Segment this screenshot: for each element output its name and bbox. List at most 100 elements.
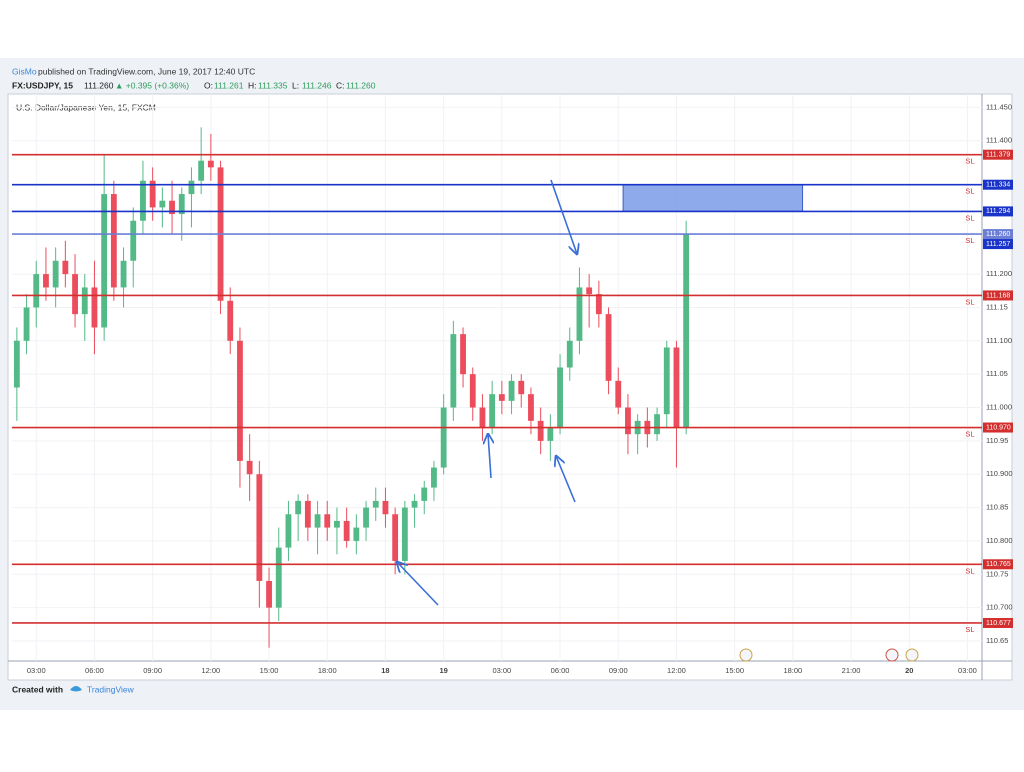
candle-body <box>246 460 253 475</box>
candle-body <box>110 194 117 288</box>
candle-body <box>586 287 593 295</box>
candle-body <box>566 340 573 368</box>
candle-body <box>372 500 379 508</box>
price-box <box>983 559 1013 570</box>
candle-body <box>52 260 59 288</box>
candle-body <box>518 380 525 395</box>
x-tick-label: 06:00 <box>85 666 104 675</box>
candle-body <box>440 407 447 468</box>
price-label: 111.168 <box>986 292 1010 299</box>
event-icons <box>739 648 919 662</box>
candle-body <box>101 194 108 328</box>
x-tick-label: 18:00 <box>318 666 337 675</box>
y-tick-label: 110.800 <box>986 536 1013 545</box>
brand: TradingView <box>87 684 135 694</box>
candle-body <box>392 514 399 561</box>
candle-body <box>479 407 486 428</box>
candle-body <box>188 180 195 195</box>
candle-body <box>576 287 583 341</box>
y-tick-label: 110.75 <box>986 569 1008 578</box>
candle-body <box>382 500 389 515</box>
candle-body <box>683 234 690 428</box>
y-tick-label: 110.900 <box>986 469 1013 478</box>
candle-body <box>654 414 660 435</box>
ohlc-label: L: <box>292 80 299 90</box>
candle-body <box>159 200 166 208</box>
candle-body <box>62 260 69 275</box>
x-tick-label: 15:00 <box>260 666 279 675</box>
candle-body <box>673 347 680 428</box>
candle-body <box>256 474 263 581</box>
x-tick-label: 18:00 <box>783 666 802 675</box>
arrow <box>397 562 439 606</box>
ohlc-label: O: <box>204 80 213 90</box>
level-tag: SL <box>965 625 974 634</box>
x-tick-label: 12:00 <box>667 666 686 675</box>
x-tick-label: 03:00 <box>27 666 46 675</box>
price-box <box>983 239 1013 250</box>
created-with: Created with <box>12 684 63 694</box>
ohlc-value: 111.260 <box>346 80 376 90</box>
candle-body <box>625 407 631 435</box>
candle-body <box>353 527 360 541</box>
candle-body <box>91 287 98 328</box>
candle-body <box>469 374 476 408</box>
price-box <box>983 422 1013 433</box>
price-label: 111.379 <box>986 152 1010 159</box>
x-tick-label: 06:00 <box>551 666 570 675</box>
ohlc-label: H: <box>248 80 257 90</box>
candle-body <box>295 500 302 515</box>
price-label: 110.970 <box>986 424 1011 431</box>
candle-body <box>178 194 185 215</box>
y-tick-label: 111.400 <box>986 136 1012 145</box>
price-label: 110.677 <box>986 620 1011 627</box>
x-tick-label: 12:00 <box>201 666 220 675</box>
arrow <box>550 179 577 254</box>
candle-body <box>120 260 127 288</box>
event-icon <box>885 648 899 662</box>
price-box <box>983 179 1013 190</box>
price-label: 110.765 <box>986 561 1011 568</box>
candle-body <box>663 347 670 415</box>
event-icon <box>739 648 753 662</box>
price-label: 111.294 <box>986 208 1010 215</box>
price-box <box>983 206 1013 217</box>
level-tag: SL <box>965 187 974 196</box>
ohlc-value: 111.261 <box>214 80 244 90</box>
symbol: FX:USDJPY, 15 <box>12 80 73 90</box>
ohlc-value: 111.335 <box>258 80 288 90</box>
x-tick-label: 20 <box>905 666 913 675</box>
candle-body <box>33 274 40 308</box>
candle-body <box>595 294 602 315</box>
published: published on TradingView.com, June 19, 2… <box>38 66 255 76</box>
candle-body <box>81 287 88 315</box>
x-tick-label: 21:00 <box>842 666 861 675</box>
price-box <box>983 617 1013 628</box>
level-tag: SL <box>965 430 974 439</box>
candle-body <box>324 514 331 528</box>
x-tick-label: 03:00 <box>958 666 977 675</box>
y-tick-label: 111.000 <box>986 403 1012 412</box>
candle-body <box>13 340 20 388</box>
candle-body <box>528 394 534 421</box>
y-tick-label: 111.450 <box>986 102 1012 111</box>
candle-body <box>411 500 418 508</box>
candle-body <box>23 307 30 341</box>
candle-body <box>169 200 175 215</box>
y-tick-label: 111.15 <box>986 302 1008 311</box>
x-tick-label: 03:00 <box>492 666 511 675</box>
arrow <box>556 456 576 503</box>
candle-body <box>421 487 428 501</box>
candle-body <box>43 274 49 288</box>
y-tick-label: 111.200 <box>986 269 1012 278</box>
candle-body <box>401 507 408 561</box>
ohlc: O: 111.261 H: 111.335 L: 111.246 C: 111.260 <box>204 80 376 90</box>
candle-body <box>266 580 272 608</box>
y-tick-label: 110.85 <box>986 503 1008 512</box>
x-tick-label: 15:00 <box>725 666 744 675</box>
plot: SL111.379SL111.334SL111.294SL111.26004:3… <box>12 127 1013 648</box>
price-label: 111.260 <box>986 231 1010 238</box>
price-box <box>983 149 1013 160</box>
y-tick-label: 111.100 <box>986 336 1012 345</box>
